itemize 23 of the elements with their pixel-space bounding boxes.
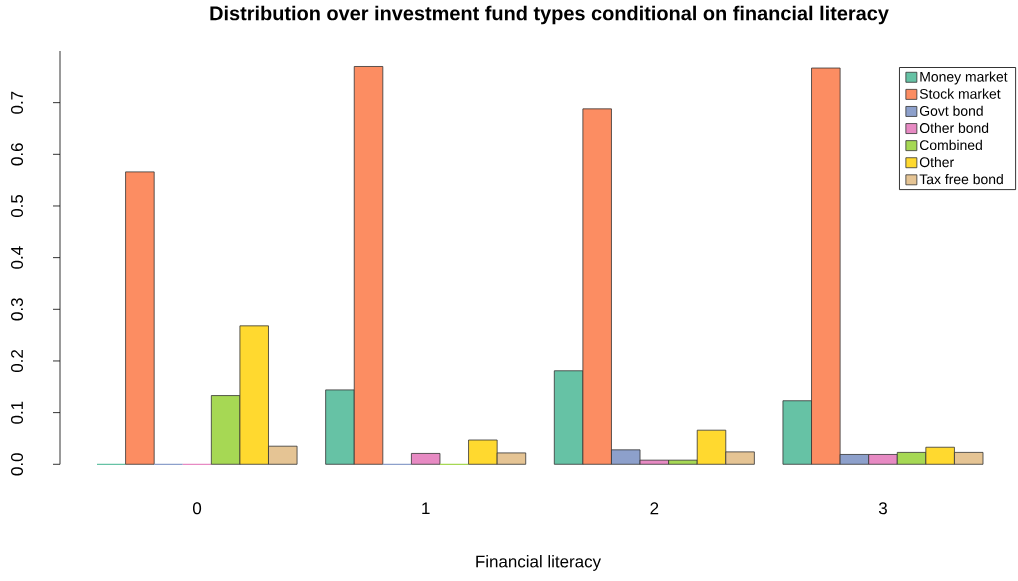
legend-label: Combined (919, 139, 982, 151)
y-tick-label: 0.1 (11, 401, 24, 424)
x-tick-label: 0 (192, 502, 202, 515)
y-tick-label: 0.5 (11, 194, 24, 218)
x-tick-label: 3 (878, 502, 887, 515)
legend-label: Money market (920, 71, 1008, 85)
legend-label: Tax free bond (919, 174, 1003, 185)
x-axis-title: Financial literacy (476, 555, 601, 571)
x-tick-label: 1 (422, 502, 430, 515)
y-tick-label: 0.0 (11, 453, 24, 476)
y-tick-label: 0.2 (11, 350, 24, 373)
y-tick-label: 0.6 (11, 143, 24, 166)
legend-label: Stock market (919, 88, 1001, 99)
y-tick-label: 0.7 (11, 91, 24, 114)
chart-title: Distribution over investment fund types conditional on financial literacy (210, 5, 889, 25)
legend-label: Other bond (919, 122, 989, 133)
x-tick-label: 2 (650, 502, 659, 515)
bar (125, 171, 155, 465)
y-tick-label: 0.4 (11, 246, 24, 269)
y-tick-label: 0.3 (11, 298, 24, 321)
bar (411, 453, 441, 465)
legend-label: Govt bond (919, 105, 983, 116)
legend-label: Other (919, 156, 954, 168)
